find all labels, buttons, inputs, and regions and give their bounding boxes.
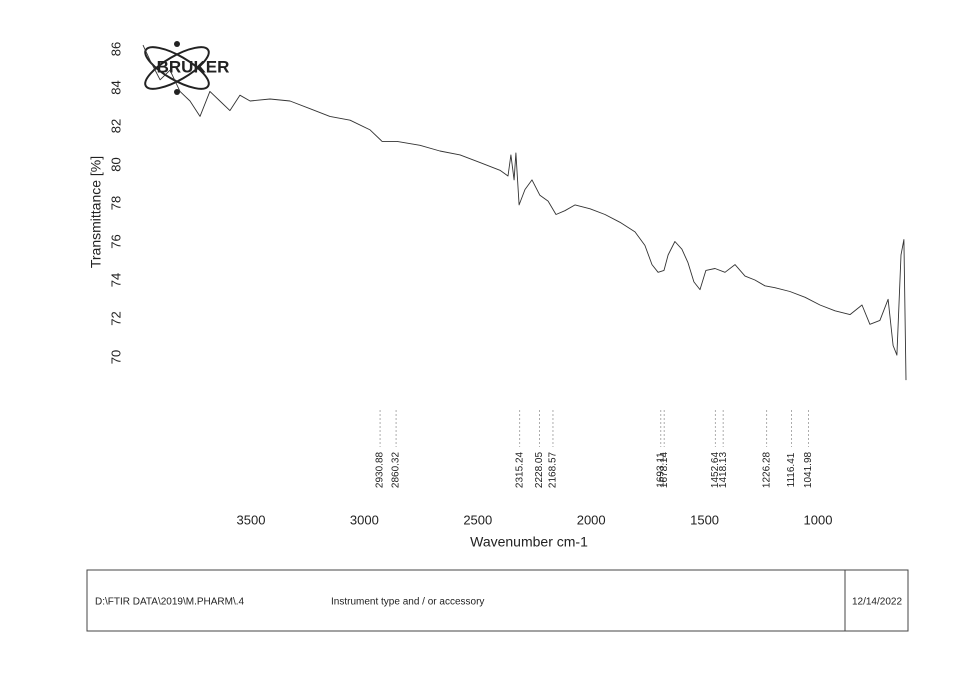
peak-label: 1116.41 — [786, 452, 797, 487]
x-tick-label: 3500 — [237, 512, 266, 527]
peak-label: 2168.57 — [548, 451, 559, 488]
peak-label: 2228.05 — [534, 451, 545, 488]
x-tick-label: 2500 — [463, 512, 492, 527]
spectrum-line — [142, 44, 907, 381]
peak-label: 1418.13 — [718, 451, 729, 488]
y-tick-label: 74 — [108, 273, 123, 287]
peak-label: 1693.11 — [655, 452, 666, 488]
logo-dot — [174, 89, 180, 95]
x-tick-label: 1000 — [804, 512, 833, 527]
logo-text: BRUKER — [157, 57, 230, 76]
peak-label: 2860.32 — [391, 451, 402, 488]
peak-label: 2315.24 — [514, 451, 525, 488]
logo: BRUKER — [144, 41, 230, 95]
logo-orbit — [144, 46, 210, 90]
footer-instrument: Instrument type and / or accessory — [331, 597, 484, 608]
y-tick-label: 84 — [108, 80, 123, 94]
x-tick-label: 3000 — [350, 512, 379, 527]
x-axis-label: Wavenumber cm-1 — [470, 534, 588, 550]
y-axis-label: Transmittance [%] — [88, 156, 104, 268]
y-tick-label: 72 — [108, 311, 123, 325]
peak-label: 1452.64 — [710, 451, 721, 488]
y-tick-label: 76 — [108, 234, 123, 248]
logo-orbit — [144, 46, 210, 90]
peak-label: 1678.14 — [659, 451, 670, 488]
y-tick-label: 82 — [108, 119, 123, 133]
peak-label: 2930.88 — [375, 451, 386, 488]
footer-date: 12/14/2022 — [852, 597, 902, 608]
logo-dot — [174, 41, 180, 47]
x-tick-label: 2000 — [577, 512, 606, 527]
y-tick-label: 78 — [108, 196, 123, 210]
footer-file: D:\FTIR DATA\2019\M.PHARM\.4 — [95, 597, 245, 608]
y-tick-label: 80 — [108, 157, 123, 171]
y-tick-label: 70 — [108, 350, 123, 364]
peak-label: 1041.98 — [803, 451, 814, 488]
peak-label: 1226.28 — [761, 451, 772, 488]
y-tick-label: 86 — [108, 42, 123, 56]
footer: D:\FTIR DATA\2019\M.PHARM\.4 Instrument … — [86, 569, 909, 632]
footer-box — [86, 569, 909, 632]
x-tick-label: 1500 — [690, 512, 719, 527]
